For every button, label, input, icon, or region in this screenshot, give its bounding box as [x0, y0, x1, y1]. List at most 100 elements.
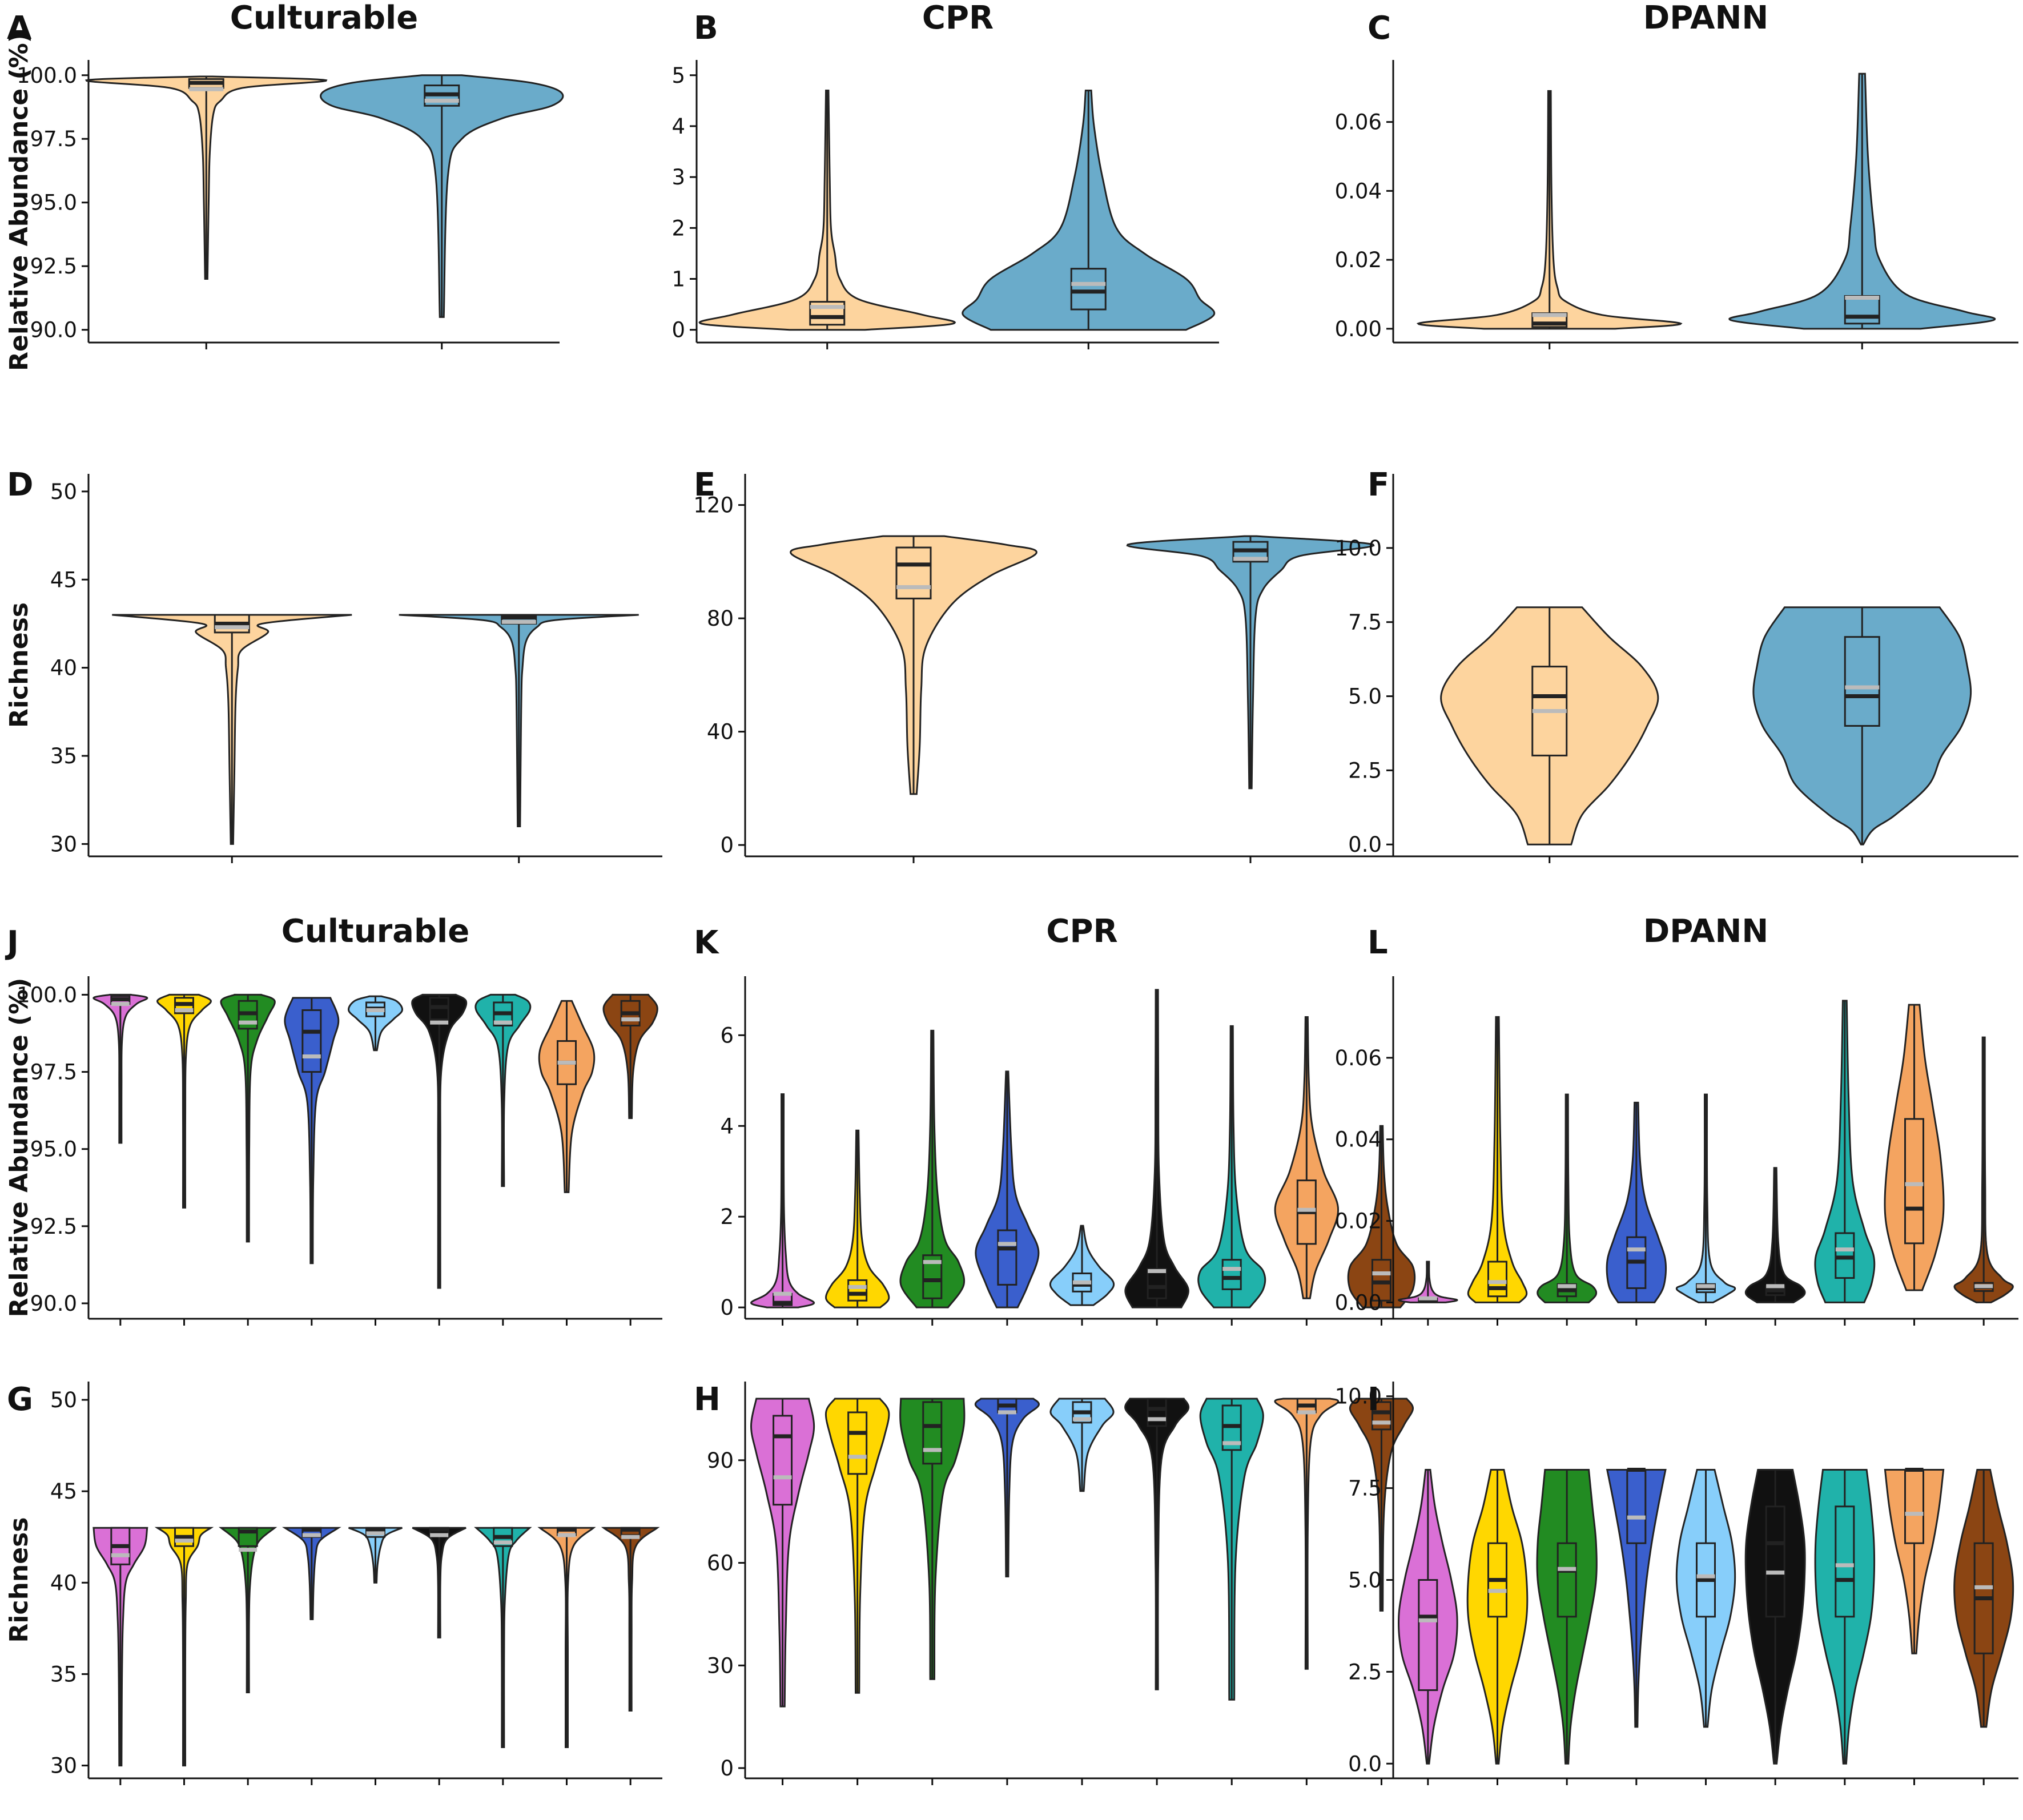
- panel-l: L DPANN 0.00 0.02 0.04 0.06: [1335, 913, 2018, 1326]
- violin-group-1: [112, 614, 352, 863]
- panel-letter: K: [694, 924, 720, 961]
- violin-group-1: [750, 1093, 815, 1326]
- panel-letter: G: [7, 1381, 33, 1418]
- violin-group-2: [399, 614, 639, 863]
- violin-group-9: [601, 1527, 660, 1785]
- violin-group-5: [1049, 1398, 1115, 1785]
- violin-group-2: [1752, 606, 1972, 863]
- y-tick-label: 100.0: [17, 983, 77, 1007]
- violin-group-4: [1606, 1467, 1667, 1785]
- y-tick-label: 95.0: [30, 191, 77, 215]
- violin-group-1: [1416, 90, 1683, 349]
- y-tick-label: 0.00: [1335, 317, 1382, 341]
- iqr-box: [1904, 1468, 1924, 1544]
- violin-group-7: [1197, 1025, 1266, 1326]
- panel-h: H 0 30 60 90: [694, 1381, 1419, 1785]
- y-axis-label: Relative Abundance (%): [5, 31, 34, 371]
- y-tick-label: 100.0: [17, 63, 77, 88]
- violin-group-2: [154, 1527, 214, 1785]
- y-tick-label: 10.0: [1335, 1384, 1382, 1409]
- violin-group-5: [1675, 1468, 1736, 1785]
- violin-group-2: [1126, 535, 1375, 863]
- y-tick-label: 45: [50, 1479, 77, 1504]
- violin-group-6: [1744, 1167, 1806, 1326]
- y-tick-label: 0.06: [1335, 1046, 1382, 1070]
- violin-group-4: [281, 1527, 341, 1785]
- y-tick-label: 40: [50, 656, 77, 681]
- y-tick-label: 40: [707, 720, 734, 744]
- y-tick-label: 6: [720, 1023, 734, 1048]
- y-tick-label: 90.0: [30, 1291, 77, 1316]
- panel-title: DPANN: [1643, 0, 1768, 37]
- panel-title: DPANN: [1643, 913, 1768, 950]
- panel-letter: L: [1368, 924, 1388, 961]
- y-tick-label: 92.5: [30, 1214, 77, 1239]
- y-tick-label: 80: [707, 606, 734, 631]
- iqr-box: [1904, 1118, 1924, 1245]
- y-tick-label: 0: [720, 833, 734, 857]
- y-tick-label: 2: [671, 216, 685, 240]
- panel-letter: A: [7, 10, 32, 47]
- violin-group-4: [975, 1070, 1040, 1326]
- iqr-box: [1765, 1505, 1785, 1618]
- violin-group-2: [156, 993, 212, 1326]
- y-tick-label: 1: [671, 267, 685, 292]
- panel-f: F 0.0 2.5 5.0 7.5 10.0: [1335, 466, 2018, 863]
- panel-d: D Richness 30 35 40 45 50: [5, 466, 662, 863]
- y-tick-label: 120: [693, 493, 734, 518]
- y-tick-label: 50: [50, 1388, 77, 1412]
- violin-group-1: [1440, 606, 1659, 863]
- y-tick-label: 0.04: [1335, 179, 1382, 203]
- y-tick-label: 0.0: [1348, 1751, 1382, 1776]
- y-tick-label: 97.5: [30, 127, 77, 151]
- violin-group-3: [220, 993, 276, 1326]
- violin-group-4: [974, 1398, 1040, 1785]
- y-tick-label: 0.02: [1335, 1209, 1382, 1234]
- iqr-box: [1147, 1398, 1167, 1427]
- violin-group-9: [602, 993, 658, 1326]
- y-tick-label: 95.0: [30, 1137, 77, 1162]
- iqr-box: [1487, 1261, 1507, 1298]
- violin-group-9: [1347, 1125, 1416, 1326]
- violin-group-7: [1814, 1468, 1876, 1785]
- violin-group-2: [825, 1129, 890, 1326]
- panel-letter: F: [1368, 466, 1389, 504]
- y-tick-label: 90: [707, 1448, 734, 1473]
- y-tick-label: 30: [50, 832, 77, 856]
- panel-i: I 0.0 2.5 5.0 7.5 10.0: [1335, 1381, 2018, 1785]
- panel-title: CPR: [922, 0, 994, 37]
- y-tick-label: 92.5: [30, 254, 77, 279]
- violin-group-5: [348, 995, 403, 1326]
- violin-group-2: [1466, 1468, 1529, 1785]
- violin-group-7: [474, 993, 532, 1326]
- iqr-box: [1371, 1401, 1391, 1431]
- violin-group-6: [411, 993, 468, 1326]
- violin-group-2: [962, 90, 1216, 349]
- y-tick-label: 60: [707, 1551, 734, 1576]
- y-tick-label: 50: [50, 480, 77, 504]
- panel-letter: I: [1368, 1381, 1379, 1418]
- iqr-box: [773, 1415, 793, 1506]
- panel-letter: J: [5, 924, 19, 961]
- iqr-box: [1418, 1579, 1438, 1692]
- violin-group-6: [1124, 989, 1189, 1326]
- violin-group-3: [899, 1029, 966, 1326]
- panel-g: G Richness 30 35 40 45 50: [5, 1381, 662, 1785]
- panel-title: Culturable: [281, 913, 469, 950]
- violin-group-1: [698, 90, 956, 349]
- iqr-box: [922, 1401, 943, 1465]
- iqr-box: [301, 1009, 322, 1073]
- y-tick-label: 2: [720, 1205, 734, 1229]
- iqr-box: [847, 1411, 868, 1475]
- violin-group-9: [1953, 1036, 2014, 1326]
- y-tick-label: 97.5: [30, 1060, 77, 1085]
- violin-group-3: [218, 1527, 277, 1785]
- violin-group-5: [348, 1527, 403, 1785]
- iqr-box: [1844, 295, 1880, 325]
- violin-group-8: [538, 1000, 596, 1326]
- panel-title: CPR: [1046, 913, 1117, 950]
- panel-a: A Culturable Relative Abundance (%)90.0 92.…: [5, 0, 564, 371]
- violin-group-5: [1675, 1093, 1736, 1326]
- y-tick-label: 0.00: [1335, 1290, 1382, 1315]
